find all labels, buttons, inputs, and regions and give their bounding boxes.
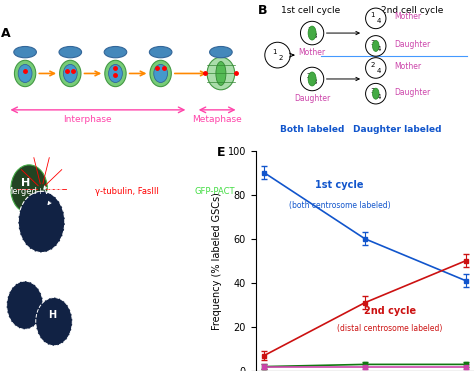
- Text: H: H: [48, 311, 56, 321]
- Text: Daughter labeled: Daughter labeled: [353, 125, 442, 134]
- Circle shape: [365, 58, 386, 78]
- Ellipse shape: [18, 65, 32, 82]
- Text: 4: 4: [376, 46, 381, 52]
- Circle shape: [11, 165, 47, 213]
- Text: A: A: [0, 27, 10, 40]
- Text: 3: 3: [371, 88, 375, 94]
- Circle shape: [365, 83, 386, 104]
- Text: 1st cycle: 1st cycle: [315, 180, 364, 190]
- Text: 1: 1: [371, 12, 375, 19]
- Ellipse shape: [104, 46, 127, 58]
- Text: 3: 3: [371, 40, 375, 46]
- Text: 2nd cycle: 2nd cycle: [364, 306, 416, 316]
- Ellipse shape: [59, 46, 82, 58]
- Text: 2: 2: [371, 62, 375, 68]
- Ellipse shape: [373, 88, 379, 99]
- Text: C: C: [4, 156, 11, 166]
- Ellipse shape: [60, 60, 81, 87]
- Text: E: E: [217, 146, 225, 159]
- Text: 2: 2: [307, 73, 311, 79]
- Circle shape: [7, 281, 43, 329]
- Ellipse shape: [308, 72, 316, 86]
- Ellipse shape: [105, 60, 126, 87]
- Text: C": C": [172, 156, 184, 166]
- Ellipse shape: [14, 46, 36, 58]
- Text: 4: 4: [376, 68, 381, 74]
- Ellipse shape: [149, 46, 172, 58]
- Text: GFP-PACT: GFP-PACT: [194, 187, 235, 196]
- Ellipse shape: [373, 40, 379, 52]
- Circle shape: [301, 67, 324, 91]
- Circle shape: [365, 36, 386, 56]
- Text: (both centrosome labeled): (both centrosome labeled): [289, 201, 391, 210]
- Ellipse shape: [210, 46, 232, 58]
- Y-axis label: Frequency (% labeled GSCs): Frequency (% labeled GSCs): [212, 192, 222, 330]
- Text: D": D": [172, 267, 185, 277]
- Text: D: D: [4, 267, 12, 277]
- Text: B: B: [257, 4, 267, 17]
- Text: Daughter: Daughter: [394, 40, 430, 49]
- Circle shape: [301, 21, 324, 45]
- Ellipse shape: [150, 60, 171, 87]
- Circle shape: [36, 298, 73, 346]
- Ellipse shape: [64, 65, 77, 82]
- Text: γ-tubulin, FasIII: γ-tubulin, FasIII: [94, 187, 158, 196]
- Text: Merged+Vasa: Merged+Vasa: [5, 187, 64, 196]
- Text: (distal centrosome labeled): (distal centrosome labeled): [337, 324, 443, 333]
- Ellipse shape: [216, 62, 226, 85]
- Text: Mother: Mother: [394, 62, 421, 71]
- Text: Mother: Mother: [394, 12, 421, 21]
- Ellipse shape: [14, 60, 36, 87]
- Text: C': C': [88, 156, 98, 166]
- Circle shape: [18, 191, 65, 253]
- Text: H: H: [21, 178, 30, 188]
- Text: Metaphase: Metaphase: [192, 115, 242, 124]
- Text: 1st cell cycle: 1st cell cycle: [281, 6, 340, 14]
- Ellipse shape: [154, 65, 167, 82]
- Text: 1: 1: [307, 27, 311, 33]
- Text: Interphase: Interphase: [64, 115, 112, 124]
- Text: 4: 4: [376, 93, 381, 99]
- Text: Daughter: Daughter: [294, 93, 330, 103]
- Text: 2: 2: [278, 55, 283, 61]
- Ellipse shape: [207, 57, 235, 90]
- Text: 1: 1: [273, 49, 277, 55]
- Text: Daughter: Daughter: [394, 88, 430, 97]
- Text: 2nd cell cycle: 2nd cell cycle: [381, 6, 443, 14]
- Circle shape: [265, 42, 290, 68]
- Text: 3: 3: [313, 79, 317, 85]
- Text: 3: 3: [313, 33, 317, 39]
- Text: Mother: Mother: [299, 49, 326, 58]
- Text: Both labeled: Both labeled: [280, 125, 344, 134]
- Text: 4: 4: [376, 18, 381, 24]
- Text: D: D: [4, 267, 12, 277]
- Ellipse shape: [109, 65, 122, 82]
- Ellipse shape: [308, 26, 316, 40]
- Circle shape: [365, 8, 386, 29]
- Text: D': D': [88, 267, 99, 277]
